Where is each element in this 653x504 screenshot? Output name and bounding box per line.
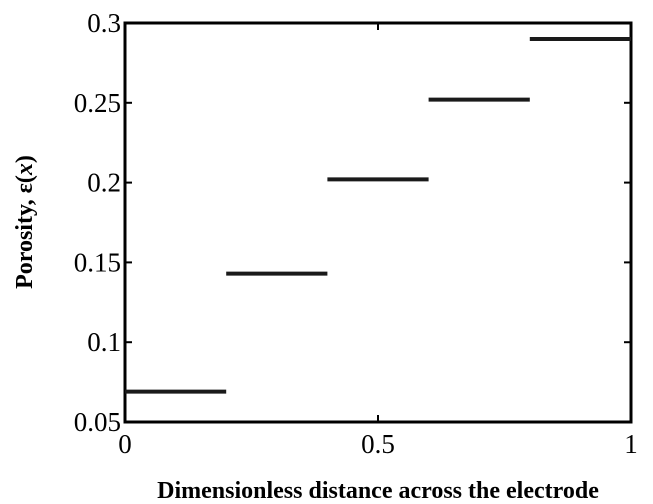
y-tick-label: 0.15 <box>74 247 121 277</box>
y-tick-label: 0.2 <box>87 168 121 198</box>
y-axis-title: Porosity, ε(x) <box>12 155 38 289</box>
x-tick-labels: 0 0.5 1 <box>118 429 638 459</box>
y-axis-title-prefix: Porosity, ε( <box>12 175 38 289</box>
y-tick-label: 0.05 <box>74 407 121 437</box>
x-tick-label: 0 <box>118 429 132 459</box>
x-tick-label: 1 <box>624 429 638 459</box>
x-tick-label: 0.5 <box>361 429 395 459</box>
y-axis-title-suffix: ) <box>12 155 38 163</box>
y-tick-label: 0.1 <box>87 327 121 357</box>
x-axis-title: Dimensionless distance across the electr… <box>157 478 599 504</box>
porosity-step-series <box>125 36 631 394</box>
plot-frame <box>123 21 633 424</box>
y-axis-title-variable: x <box>12 163 38 176</box>
axis-ticks <box>124 22 632 423</box>
y-tick-label: 0.25 <box>74 88 121 118</box>
y-tick-labels: 0.05 0.1 0.15 0.2 0.25 0.3 <box>74 8 121 437</box>
y-tick-label: 0.3 <box>87 8 121 38</box>
